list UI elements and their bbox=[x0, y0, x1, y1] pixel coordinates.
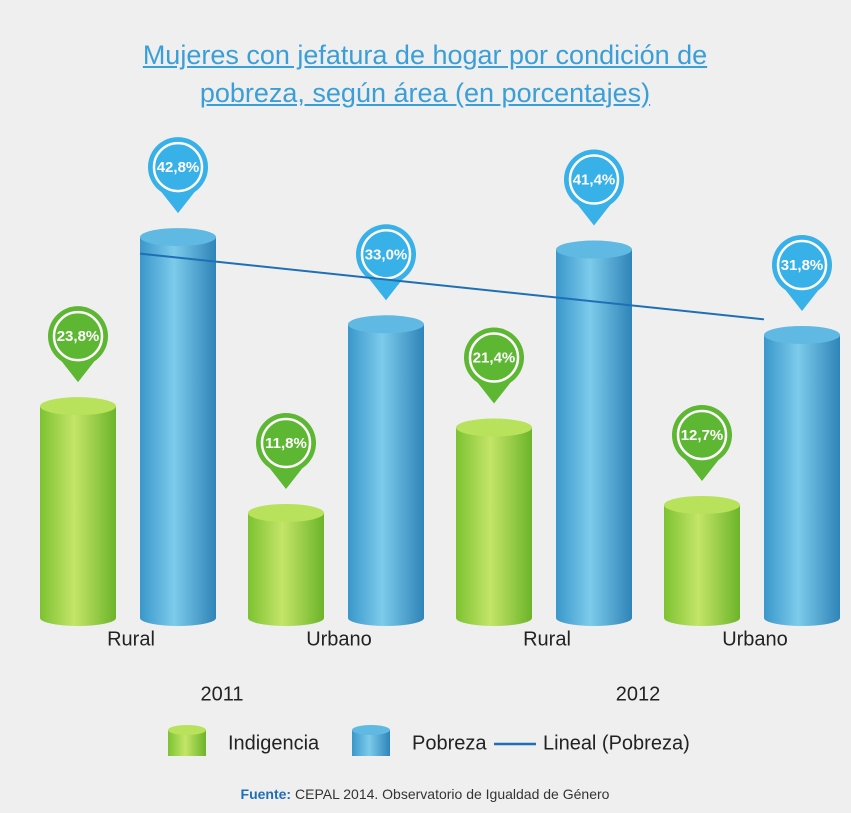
legend-label: Indigencia bbox=[228, 732, 320, 754]
data-label: 42,8% bbox=[157, 159, 200, 176]
group-label: 2012 bbox=[616, 683, 661, 705]
data-label: 33,0% bbox=[365, 246, 408, 263]
pin-ring bbox=[260, 417, 312, 469]
data-label: 11,8% bbox=[265, 435, 307, 452]
pin-ring bbox=[52, 310, 104, 362]
legend-swatch-top bbox=[352, 725, 390, 735]
bar-top bbox=[348, 315, 424, 334]
legend-label: Pobreza bbox=[412, 732, 487, 754]
x-tick-label: Urbano bbox=[722, 628, 788, 650]
pin-ring bbox=[676, 409, 728, 461]
bar bbox=[664, 504, 740, 618]
trend-line bbox=[139, 252, 765, 321]
chart-title: Mujeres con jefatura de hogar por condic… bbox=[142, 40, 708, 108]
data-label: 31,8% bbox=[781, 257, 824, 274]
source-label: Fuente: bbox=[241, 786, 292, 802]
data-label: 41,4% bbox=[573, 172, 616, 189]
bar-top bbox=[764, 325, 840, 344]
data-label: 21,4% bbox=[473, 350, 516, 367]
bar-top bbox=[140, 228, 216, 247]
pin-ring bbox=[468, 332, 520, 383]
bar-top bbox=[456, 418, 532, 437]
data-label: 23,8% bbox=[57, 328, 100, 345]
x-tick-label: Urbano bbox=[306, 628, 372, 650]
pin-ring bbox=[776, 239, 828, 291]
pin-ring bbox=[568, 154, 620, 205]
legend-label: Lineal (Pobreza) bbox=[543, 732, 690, 754]
bar-top bbox=[40, 397, 116, 416]
bar bbox=[556, 249, 632, 619]
bar bbox=[764, 334, 840, 618]
source-text: CEPAL 2014. Observatorio de Igualdad de … bbox=[295, 786, 610, 802]
source: Fuente: CEPAL 2014. Observatorio de Igua… bbox=[241, 786, 610, 802]
bar bbox=[456, 427, 532, 618]
bar bbox=[140, 237, 216, 618]
x-tick-label: Rural bbox=[523, 628, 571, 650]
bar-top bbox=[664, 495, 740, 514]
bar bbox=[40, 406, 116, 618]
bar bbox=[348, 324, 424, 618]
group-label: 2011 bbox=[200, 683, 243, 705]
pin-ring bbox=[360, 229, 412, 280]
bar-top bbox=[248, 503, 324, 522]
data-label: 12,7% bbox=[681, 427, 724, 444]
pin-ring bbox=[152, 141, 204, 193]
legend-swatch-top bbox=[168, 725, 206, 735]
bar-top bbox=[556, 240, 632, 259]
bar bbox=[248, 512, 324, 618]
x-tick-label: Rural bbox=[107, 628, 155, 650]
